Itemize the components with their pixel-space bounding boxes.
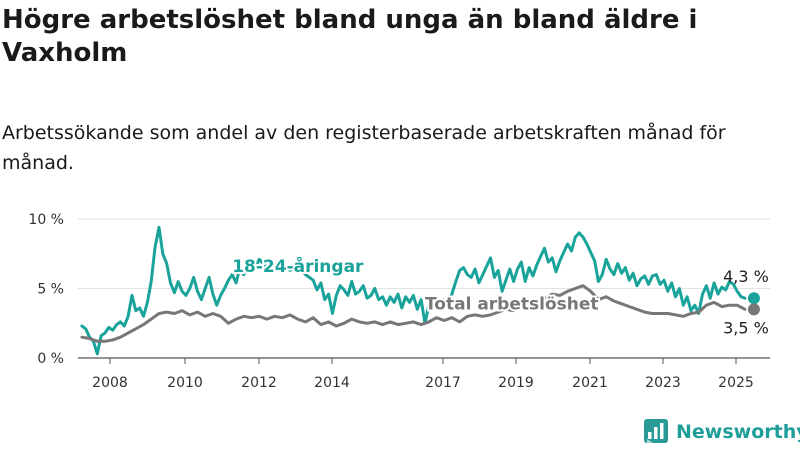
- x-tick-label: 2021: [572, 375, 608, 391]
- series-line-1: [80, 284, 747, 343]
- chart-title: Högre arbetslöshet bland unga än bland ä…: [2, 5, 698, 68]
- end-value-label-1: 3,5 %: [723, 318, 769, 337]
- chart-subtitle: Arbetssökande som andel av den registerb…: [2, 122, 726, 174]
- bar-chart-logo-icon: [644, 419, 668, 443]
- series-lines: [80, 225, 760, 356]
- x-tick-label: 2010: [167, 375, 203, 391]
- y-tick-label: 0 %: [37, 351, 64, 367]
- brand-name: Newsworthy: [676, 421, 800, 443]
- series-end-point-1: [747, 303, 760, 316]
- end-value-label-0: 4,3 %: [723, 267, 769, 286]
- series-label-1: Total arbetslöshet: [425, 294, 599, 314]
- series-line-0: [80, 225, 747, 356]
- x-tick-label: 2023: [645, 375, 681, 391]
- grid-lines: [78, 218, 770, 359]
- y-axis: 0 % 5 % 10 %: [28, 212, 64, 367]
- x-axis: 2008 2010 2012 2014 2017 2019 2021 2023 2025: [92, 358, 754, 391]
- x-tick-label: 2017: [425, 375, 461, 391]
- x-tick-label: 2014: [314, 375, 350, 391]
- series-labels: 4,3 % 18-24-åringar 3,5 % Total arbetslöshe…: [230, 253, 769, 338]
- x-tick-label: 2019: [498, 375, 534, 391]
- newsworthy-logo: Newsworthy: [644, 419, 800, 445]
- x-tick-label: 2025: [718, 375, 754, 391]
- series-end-point-0: [747, 292, 760, 305]
- series-label-0: 18-24-åringar: [232, 255, 364, 277]
- line-chart: 0 %5 %10 % 2008 2010 2012 2014 2017 2019 2021 2…: [28, 212, 770, 391]
- x-tick-label: 2012: [241, 375, 277, 391]
- x-tick-label: 2008: [92, 375, 128, 391]
- y-tick-label: 10 %: [28, 212, 64, 228]
- y-tick-label: 5 %: [37, 282, 64, 298]
